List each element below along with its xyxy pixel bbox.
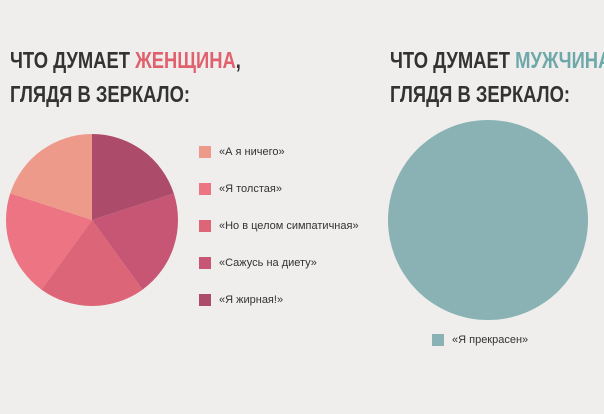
title-text: , xyxy=(236,48,241,73)
legend-swatch xyxy=(199,294,211,306)
legend-label: «Я прекрасен» xyxy=(452,334,528,346)
title-highlight: ЖЕНЩИНА xyxy=(134,48,236,73)
title-line: ГЛЯДЯ В ЗЕРКАЛО: xyxy=(390,82,570,107)
pie-slice xyxy=(92,134,174,220)
pie-slice xyxy=(92,193,179,290)
title-text: ЧТО ДУМАЕТ xyxy=(390,48,510,73)
title-line: ГЛЯДЯ В ЗЕРКАЛО: xyxy=(10,82,190,107)
title-line: ЧТО ДУМАЕТ ЖЕНЩИНА, xyxy=(10,48,241,73)
legend-swatch xyxy=(199,183,211,195)
legend-label: «А я ничего» xyxy=(219,146,285,158)
title-text: ЧТО ДУМАЕТ xyxy=(10,48,130,73)
chart-title: ЧТО ДУМАЕТ ЖЕНЩИНА, ГЛЯДЯ В ЗЕРКАЛО: xyxy=(10,48,241,107)
chart-title: ЧТО ДУМАЕТ МУЖЧИНА, ГЛЯДЯ В ЗЕРКАЛО: xyxy=(390,48,604,107)
legend-swatch xyxy=(199,146,211,158)
pie-slice xyxy=(41,220,143,306)
title-line: ЧТО ДУМАЕТ МУЖЧИНА, xyxy=(390,48,604,73)
legend-swatch xyxy=(199,257,211,269)
legend-label: «Я жирная!» xyxy=(219,294,283,306)
legend-swatch xyxy=(432,334,444,346)
legend-label: «Я толстая» xyxy=(219,183,282,195)
title-highlight: МУЖЧИНА xyxy=(515,48,604,73)
legend-label: «Но в целом симпатичная» xyxy=(219,220,359,232)
legend-label: «Сажусь на диету» xyxy=(219,257,317,269)
pie-slice xyxy=(388,120,588,320)
legend-swatch xyxy=(199,220,211,232)
pie-slice xyxy=(5,193,92,290)
pie-slice xyxy=(10,134,93,220)
